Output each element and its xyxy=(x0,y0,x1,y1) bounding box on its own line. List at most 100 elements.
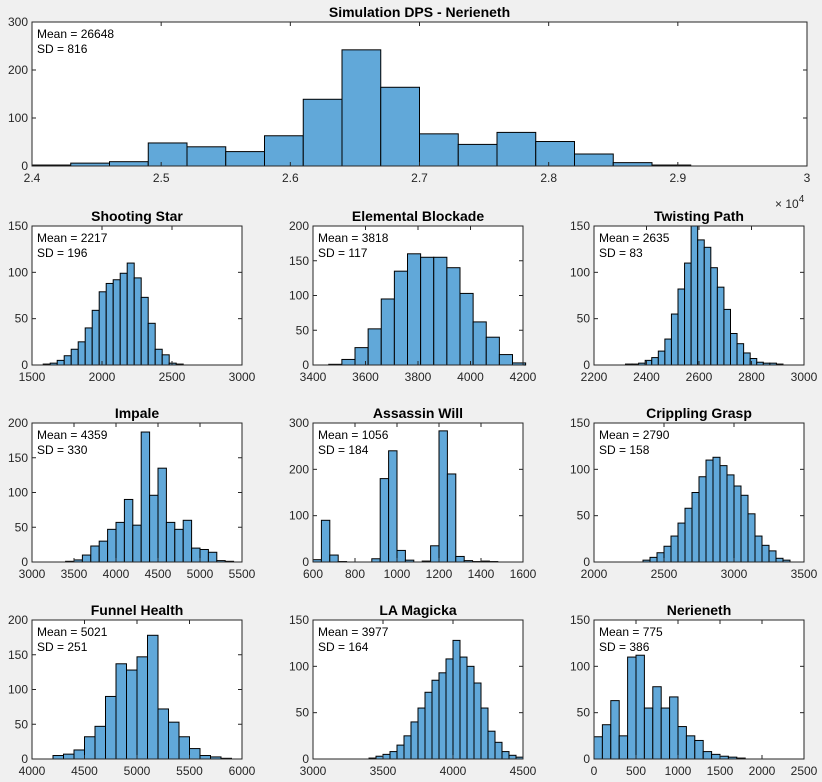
histogram-bar xyxy=(140,431,151,563)
histogram-bar xyxy=(726,474,735,563)
x-tick-label: 3000 xyxy=(300,764,327,778)
y-tick-label: 0 xyxy=(21,159,28,173)
histogram-bar xyxy=(663,545,672,563)
histogram-bar xyxy=(535,141,575,167)
histogram-bar xyxy=(472,321,487,366)
y-tick-label: 200 xyxy=(289,462,309,476)
x-tick-label: 2600 xyxy=(686,370,713,384)
x-tick-label: 1500 xyxy=(707,764,734,778)
histogram-bar xyxy=(664,338,672,366)
y-tick-label: 150 xyxy=(289,613,309,627)
x-tick-label: 6000 xyxy=(229,764,256,778)
x-tick-label: 1400 xyxy=(468,567,495,581)
histogram-bar xyxy=(73,749,85,760)
mean-annotation: Mean = 3977 xyxy=(318,625,389,639)
sd-annotation: SD = 184 xyxy=(318,443,369,457)
histogram-bar xyxy=(403,735,412,760)
x-tick-label: 2000 xyxy=(89,370,116,384)
sd-annotation: SD = 117 xyxy=(318,246,368,260)
histogram-bar xyxy=(438,430,448,563)
histogram-bar xyxy=(690,225,699,366)
histogram-bar xyxy=(775,557,784,563)
histogram-bar xyxy=(115,663,127,760)
histogram-panel: 3400 3600 3800 4000 4200 0 50 100 150 200 Elementa… xyxy=(289,208,537,384)
x-tick-label: 1200 xyxy=(426,567,453,581)
histogram-bar xyxy=(388,450,398,563)
histogram-bar xyxy=(199,755,211,760)
chart-title: Twisting Path xyxy=(654,208,744,224)
plot-frame xyxy=(593,422,805,563)
mean-annotation: Mean = 2790 xyxy=(599,428,670,442)
histogram-bar xyxy=(684,507,693,563)
histogram-panel: 4000 4500 5000 5500 6000 0 50 100 150 200 Funnel H… xyxy=(8,602,256,778)
histogram-bar xyxy=(84,327,93,366)
histogram-bar xyxy=(691,492,700,563)
histogram-bar xyxy=(446,473,457,563)
histogram-bar xyxy=(191,547,201,563)
histogram-bar xyxy=(424,691,433,760)
histogram-bar xyxy=(105,282,114,366)
histogram-bar xyxy=(740,494,749,563)
histogram-bar xyxy=(457,143,498,167)
mean-annotation: Mean = 1056 xyxy=(318,428,389,442)
y-tick-label: 300 xyxy=(8,15,28,29)
histogram-bar xyxy=(754,535,763,563)
y-tick-label: 0 xyxy=(21,555,28,569)
x-tick-label: 2800 xyxy=(738,370,765,384)
histogram-bar xyxy=(382,753,391,760)
histogram-bar xyxy=(149,494,159,563)
histogram-bar xyxy=(660,707,671,760)
y-tick-label: 0 xyxy=(21,358,28,372)
x-tick-label: 2400 xyxy=(633,370,660,384)
x-tick-label: 5000 xyxy=(187,567,214,581)
histogram-bar xyxy=(455,555,465,563)
x-tick-label: 3 xyxy=(804,171,811,185)
x-tick-label: 3000 xyxy=(721,567,748,581)
histogram-bar xyxy=(354,347,369,366)
histogram-bar xyxy=(186,146,227,167)
x-tick-label: 0 xyxy=(591,764,598,778)
y-tick-label: 100 xyxy=(289,289,309,303)
mean-annotation: Mean = 26648 xyxy=(37,27,114,41)
histogram-bar xyxy=(178,736,190,760)
histogram-bar xyxy=(396,744,405,760)
mean-annotation: Mean = 5021 xyxy=(37,625,108,639)
y-tick-label: 0 xyxy=(583,752,590,766)
histogram-bar xyxy=(652,686,662,760)
histogram-bar xyxy=(420,256,435,366)
histogram-bar xyxy=(627,656,637,760)
histogram-bar xyxy=(705,459,714,563)
chart-title: Simulation DPS - Nerieneth xyxy=(329,4,510,20)
histogram-bar xyxy=(487,730,496,760)
histogram-bar xyxy=(154,348,163,366)
histogram-bar xyxy=(677,288,686,366)
y-tick-label: 0 xyxy=(21,752,28,766)
histogram-bar xyxy=(84,736,96,760)
histogram-bar xyxy=(610,700,620,760)
sd-annotation: SD = 196 xyxy=(37,246,88,260)
x-tick-label: 1600 xyxy=(510,567,537,581)
histogram-panel: 2.4 2.5 2.6 2.7 2.8 2.9 3 0 100 200 300 Simulation … xyxy=(8,4,811,211)
y-tick-label: 0 xyxy=(583,358,590,372)
y-tick-label: 200 xyxy=(8,416,28,430)
histogram-bar xyxy=(123,498,134,563)
x-tick-label: 4500 xyxy=(71,764,98,778)
histogram-bar xyxy=(132,524,142,563)
histogram-bar xyxy=(56,359,65,366)
x-tick-label: 2.4 xyxy=(24,171,41,185)
x-tick-label: 4000 xyxy=(19,764,46,778)
histogram-bar xyxy=(367,328,382,366)
plot-frame xyxy=(312,422,524,563)
x-tick-label: 2000 xyxy=(581,567,608,581)
histogram-bar xyxy=(736,343,745,366)
histogram-bar xyxy=(716,286,725,366)
histogram-bar xyxy=(389,751,398,760)
histogram-bar xyxy=(651,357,659,366)
histogram-bar xyxy=(656,552,665,563)
x-tick-label: 3500 xyxy=(791,567,818,581)
histogram-bar xyxy=(174,528,184,563)
sd-annotation: SD = 83 xyxy=(599,246,643,260)
histogram-bar xyxy=(115,521,125,563)
histogram-bar xyxy=(657,350,666,366)
